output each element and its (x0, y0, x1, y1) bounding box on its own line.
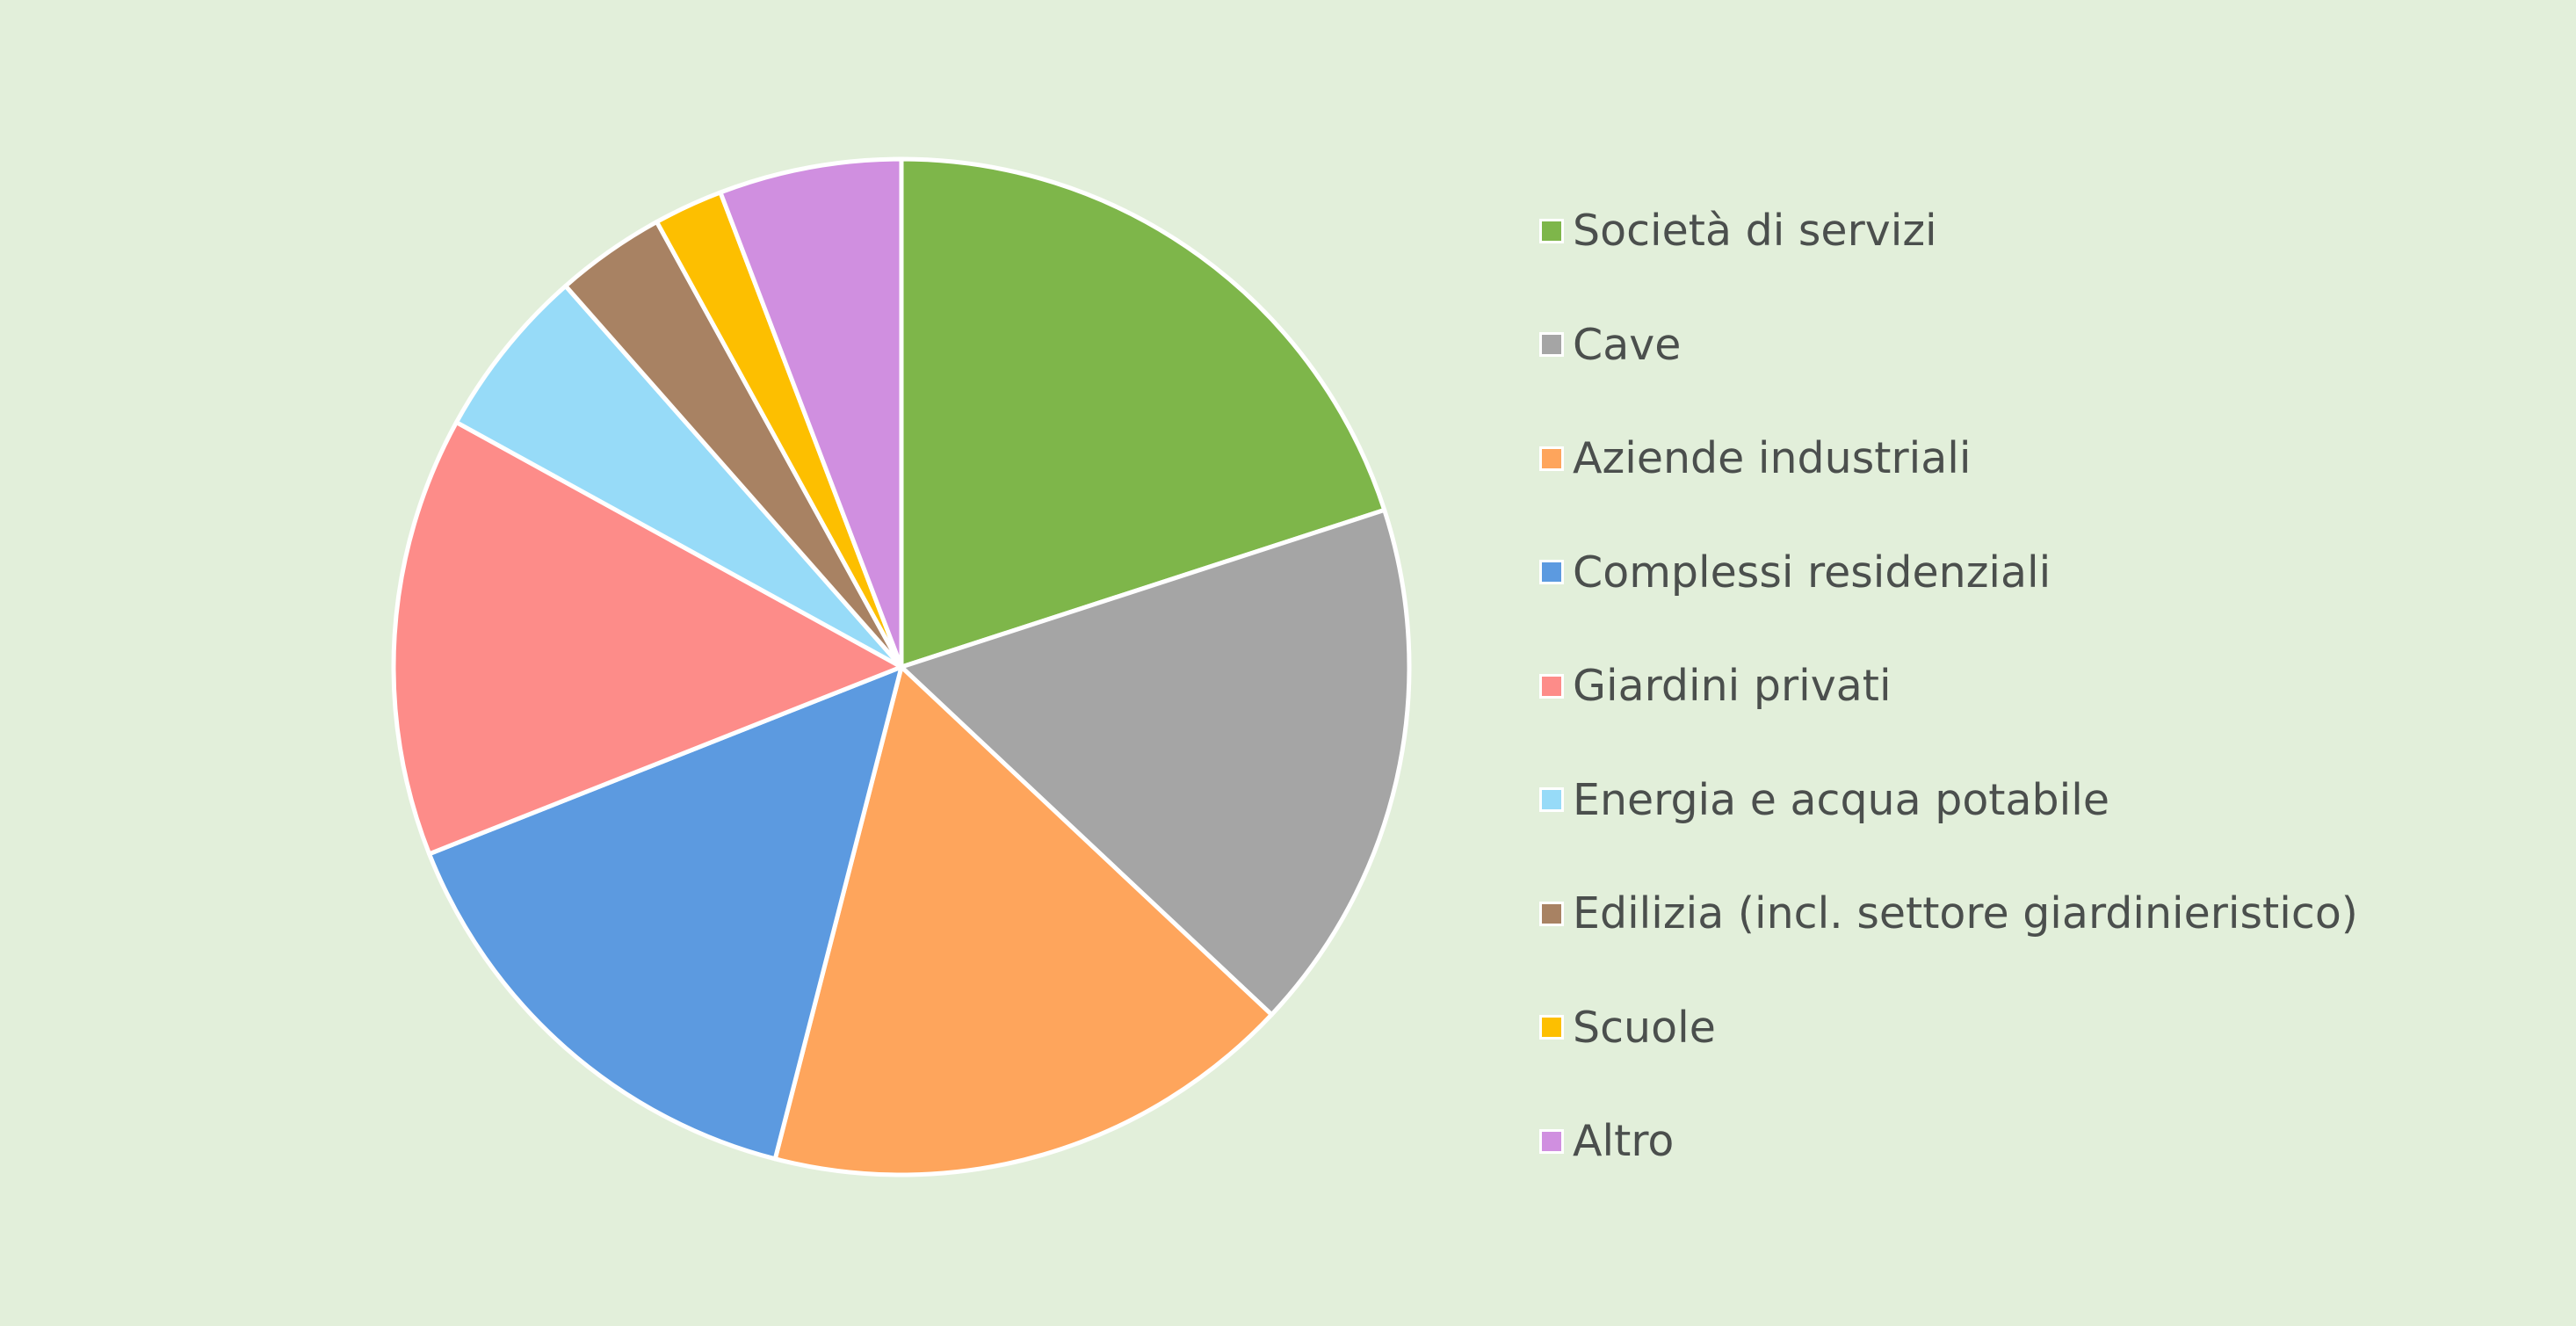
legend-label: Società di servizi (1573, 206, 1937, 257)
legend-swatch (1539, 446, 1564, 471)
chart-legend: Società di servizi Cave Aziende industrial… (1539, 174, 2358, 1199)
legend-swatch (1539, 218, 1564, 243)
legend-swatch (1539, 901, 1564, 926)
legend-label: Scuole (1573, 1002, 1716, 1053)
legend-label: Aziende industriali (1573, 433, 1972, 484)
legend-label: Complessi residenziali (1573, 547, 2051, 598)
legend-item: Cave (1539, 288, 2358, 402)
legend-label: Altro (1573, 1116, 1675, 1167)
legend-item: Società di servizi (1539, 174, 2358, 288)
pie-slices (391, 156, 1412, 1177)
pie-slice-1 (899, 156, 1387, 670)
legend-item: Edilizia (incl. settore giardinieristico… (1539, 857, 2358, 971)
pie-slice-4 (427, 664, 904, 1162)
pie-slice-3 (772, 664, 1274, 1177)
legend-label: Energia e acqua potabile (1573, 774, 2110, 825)
legend-item: Aziende industriali (1539, 402, 2358, 516)
legend-item: Complessi residenziali (1539, 516, 2358, 630)
pie-slice-9 (718, 156, 904, 670)
legend-label: Cave (1573, 319, 1682, 370)
legend-item: Giardini privati (1539, 629, 2358, 743)
legend-swatch (1539, 560, 1564, 585)
pie-slice-6 (453, 283, 904, 670)
legend-swatch (1539, 1015, 1564, 1040)
legend-label: Giardini privati (1573, 661, 1892, 712)
legend-item: Scuole (1539, 971, 2358, 1085)
legend-item: Altro (1539, 1084, 2358, 1199)
legend-swatch (1539, 1128, 1564, 1154)
pie-slice-2 (899, 507, 1412, 1018)
legend-label: Edilizia (incl. settore giardinieristico… (1573, 888, 2358, 939)
legend-swatch (1539, 673, 1564, 699)
legend-item: Energia e acqua potabile (1539, 743, 2358, 858)
pie-slice-5 (391, 420, 904, 857)
legend-swatch (1539, 787, 1564, 813)
legend-swatch (1539, 332, 1564, 358)
